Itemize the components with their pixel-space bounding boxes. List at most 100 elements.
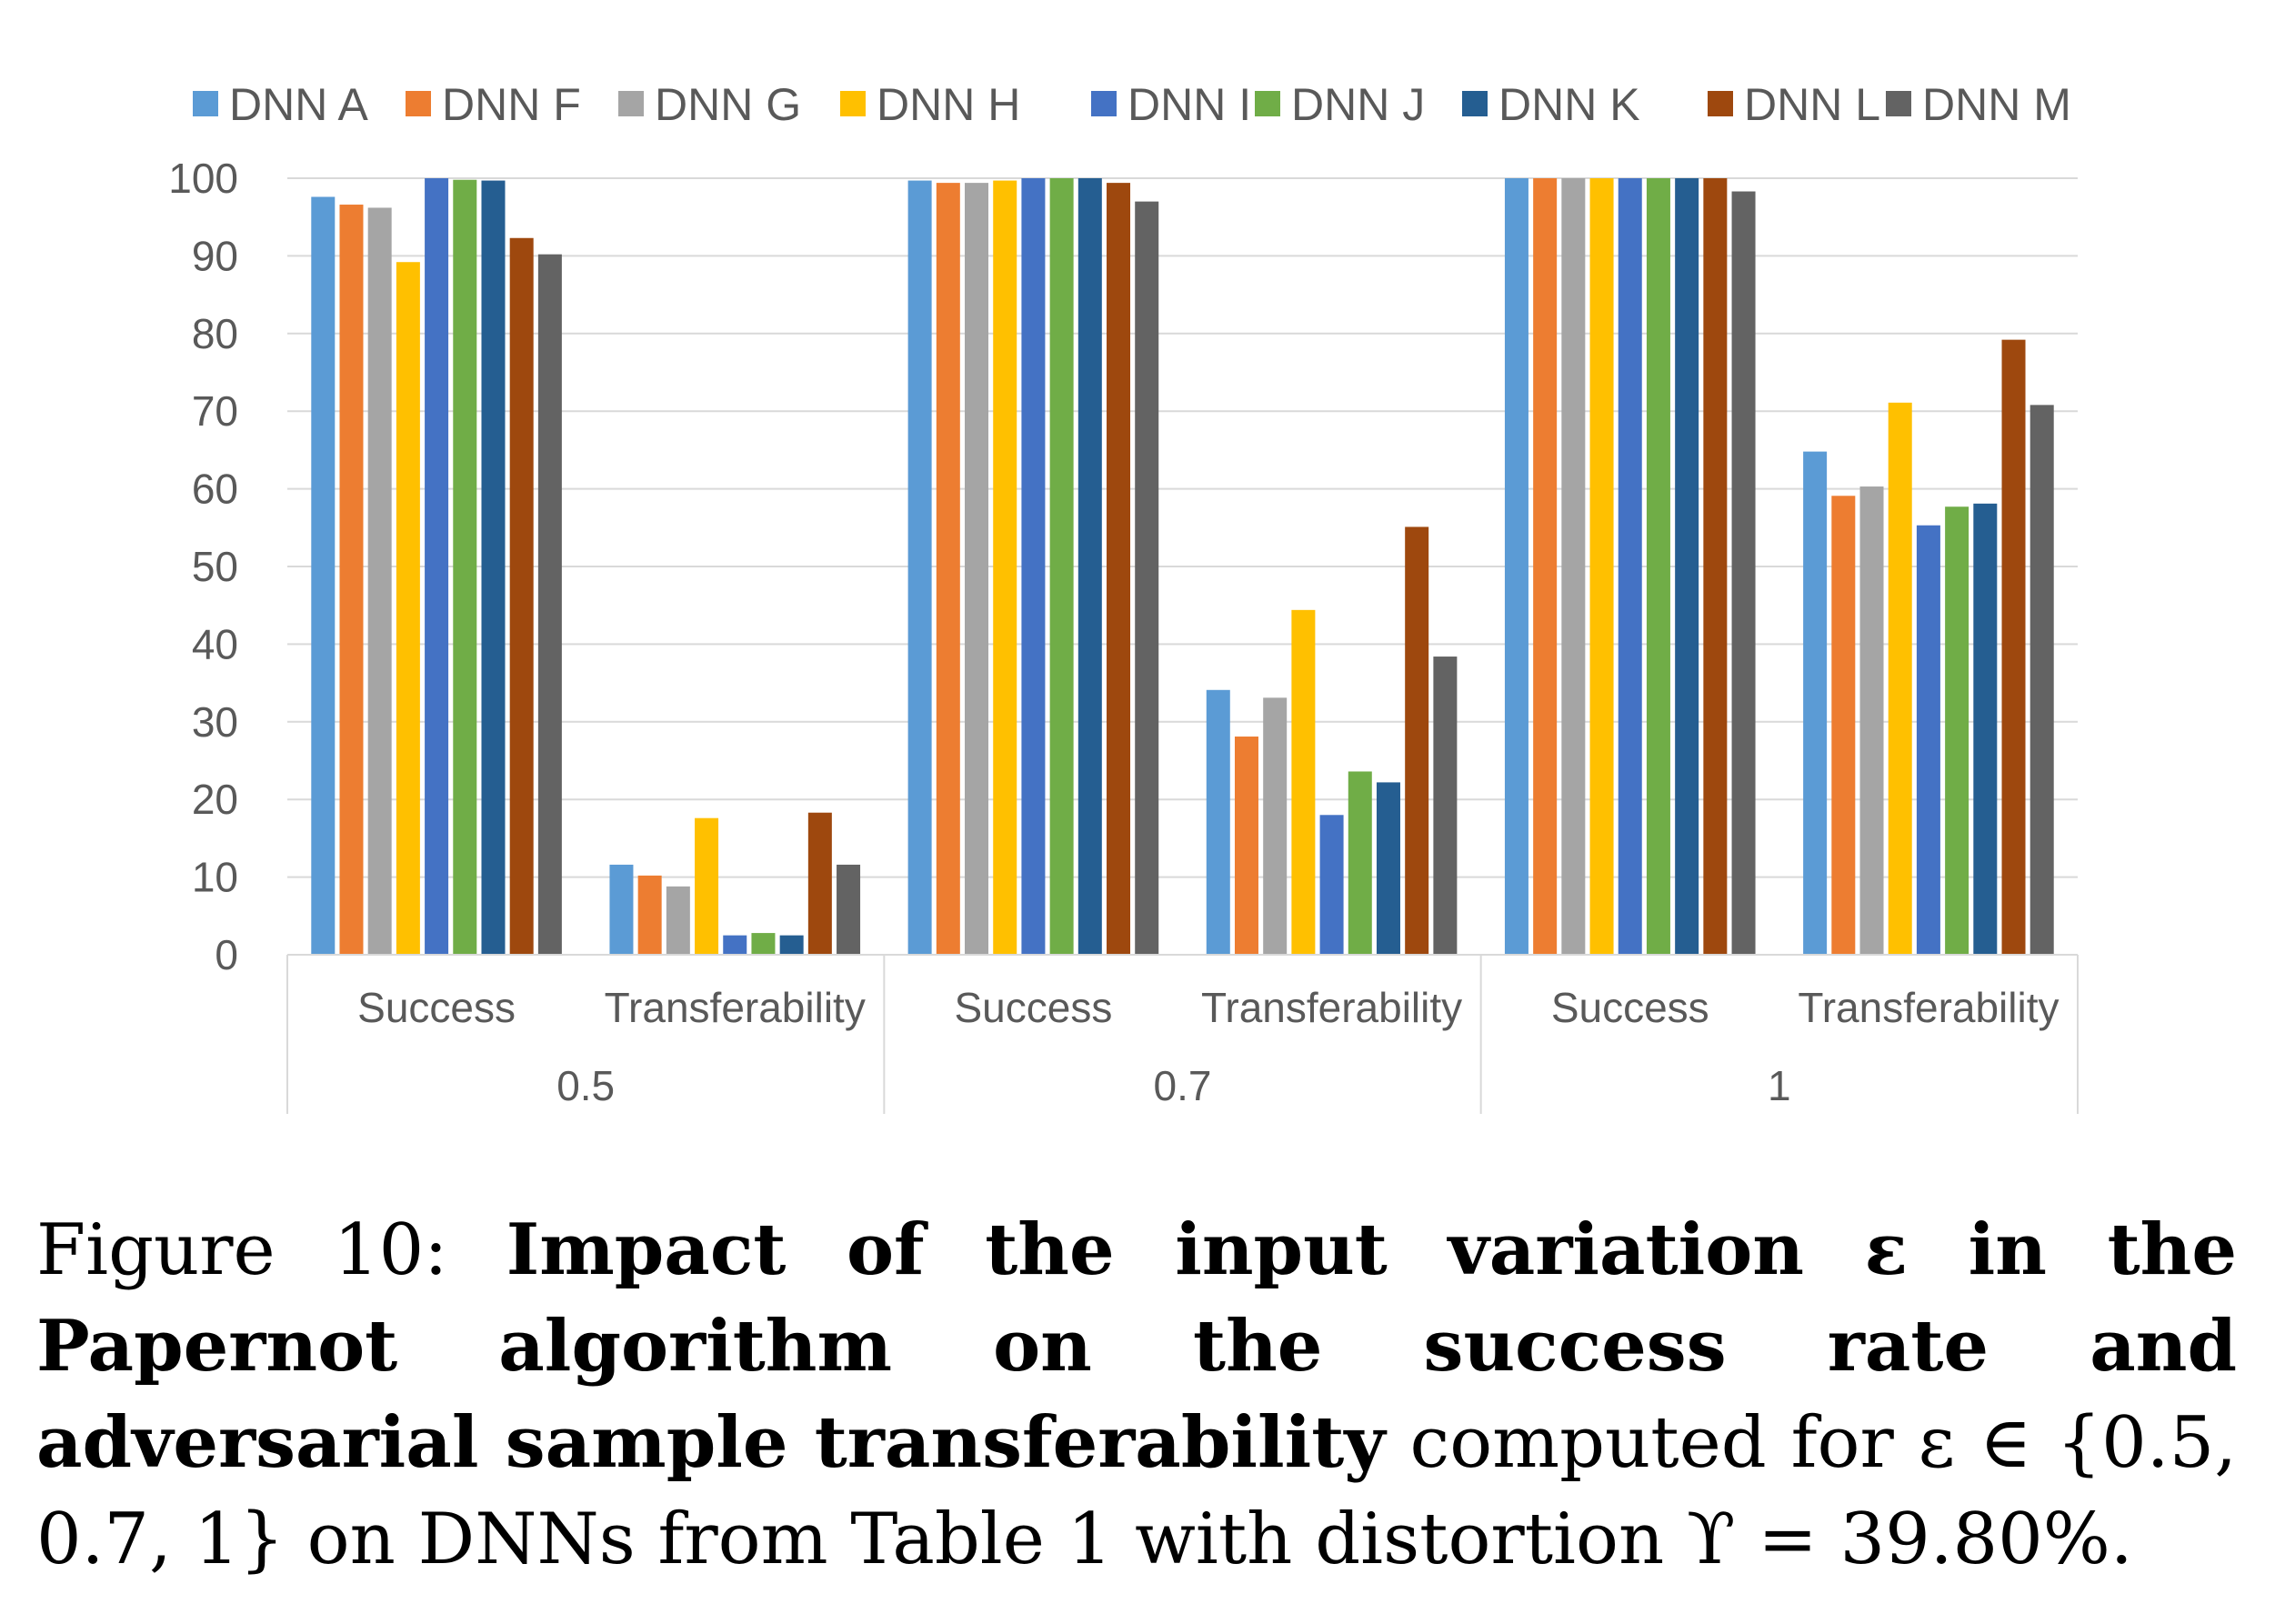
y-axis-ticks: 0 10 20 30 40 50 60 70 80 90 100 [168,155,238,978]
bar-dnn-j [751,933,776,955]
legend-swatch [1886,91,1911,116]
bar-dnn-l [1107,183,1131,955]
bar-dnn-f [637,875,662,955]
bar-dnn-g [965,183,989,955]
bar-dnn-k [1675,178,1699,955]
bar-dnn-k [1376,782,1400,955]
legend-label: DNN J [1291,79,1425,130]
bar-dnn-j [1348,771,1372,955]
x-category-label: Transferability [1201,984,1462,1031]
bar-dnn-k [1077,178,1102,955]
legend-swatch [1091,91,1117,116]
legend-swatch [1462,91,1488,116]
legend-swatch [840,91,866,116]
legend-label: DNN G [655,79,801,130]
caption-bold-text: Impact of the input variation ε in the P… [36,1208,2237,1484]
bar-dnn-m [1433,657,1458,955]
y-tick-label: 100 [168,155,238,202]
bar-dnn-g [666,886,690,955]
y-tick-label: 40 [192,620,238,667]
bar-dnn-a [1504,178,1528,955]
bar-dnn-i [1021,178,1046,955]
bar-dnn-h [1589,178,1614,955]
bar-dnn-g [367,207,392,955]
bar-dnn-i [1916,525,1940,955]
y-tick-label: 30 [192,698,238,746]
x-axis: Success Transferability 0.5 Success Transfer… [286,954,2079,1114]
bar-dnn-i [1618,178,1642,955]
bar-dnn-l [2001,339,2026,956]
bar-dnn-a [1206,689,1230,955]
bar-dnn-m [1731,191,1756,955]
bar-dnn-k [779,935,804,955]
bar-dnn-a [1803,451,1828,955]
legend-swatch [406,91,431,116]
chart-legend: DNN A DNN F DNN G DNN H DNN I DNN J DNN K DNN L… [193,79,2071,130]
bar-dnn-f [936,183,960,955]
bar-dnn-l [807,812,832,955]
bar-dnn-m [537,254,562,955]
legend-label: DNN F [442,79,581,130]
bar-dnn-k [1973,503,1998,955]
x-group-label: 0.5 [556,1062,615,1109]
x-group-label: 0.7 [1154,1062,1212,1109]
chart-bars [311,178,2054,956]
y-tick-label: 70 [192,387,238,435]
bar-dnn-l [1405,526,1429,955]
x-category-label: Success [357,984,516,1031]
bar-dnn-j [1049,178,1074,955]
x-category-label: Success [1551,984,1709,1031]
bar-dnn-m [2029,405,2054,955]
legend-label: DNN L [1744,79,1880,130]
legend-swatch [193,91,218,116]
bar-dnn-h [1888,402,1912,955]
bar-dnn-g [1561,178,1586,955]
caption-label: Figure 10: [36,1209,506,1291]
y-tick-label: 20 [192,776,238,823]
bar-dnn-f [1234,737,1258,955]
legend-label: DNN H [877,79,1020,130]
x-category-label: Success [954,984,1112,1031]
y-tick-label: 50 [192,543,238,590]
bar-dnn-k [481,180,506,955]
chart-gridlines [287,177,2078,878]
legend-label: DNN M [1922,79,2071,130]
bar-dnn-g [1263,697,1288,955]
legend-label: DNN I [1127,79,1251,130]
bar-dnn-a [311,196,336,956]
bar-dnn-h [1291,609,1316,955]
bar-dnn-j [1646,178,1670,955]
y-tick-label: 90 [192,232,238,279]
bar-chart: DNN A DNN F DNN G DNN H DNN I DNN J DNN K DNN L… [168,79,2079,1114]
bar-dnn-j [453,179,477,955]
y-tick-label: 60 [192,466,238,513]
bar-dnn-l [509,237,534,955]
y-tick-label: 10 [192,854,238,901]
bar-dnn-h [396,262,420,955]
bar-dnn-f [1533,178,1558,955]
bar-dnn-h [695,817,719,955]
y-tick-label: 80 [192,310,238,357]
bar-dnn-a [609,864,634,955]
bar-dnn-j [1945,506,1969,955]
legend-swatch [1255,91,1280,116]
bar-dnn-h [993,180,1017,955]
bar-dnn-g [1859,486,1884,955]
bar-dnn-i [425,178,449,955]
bar-dnn-f [339,205,364,955]
y-tick-label: 0 [215,931,238,978]
figure-caption: Figure 10: Impact of the input variation… [36,1202,2237,1588]
bar-dnn-m [837,864,861,955]
caption-text: computed for ε ∈ {0.5, 0.7, 1} on DNNs f… [36,1402,2237,1580]
bar-dnn-l [1703,178,1728,955]
x-category-label: Transferability [1798,984,2059,1031]
legend-swatch [1708,91,1733,116]
bar-dnn-i [723,935,747,955]
bar-dnn-m [1135,201,1159,955]
legend-label: DNN K [1498,79,1640,130]
bar-dnn-f [1831,496,1856,955]
legend-label: DNN A [229,79,368,130]
x-category-label: Transferability [605,984,866,1031]
bar-dnn-a [907,180,932,955]
bar-dnn-i [1319,815,1344,955]
